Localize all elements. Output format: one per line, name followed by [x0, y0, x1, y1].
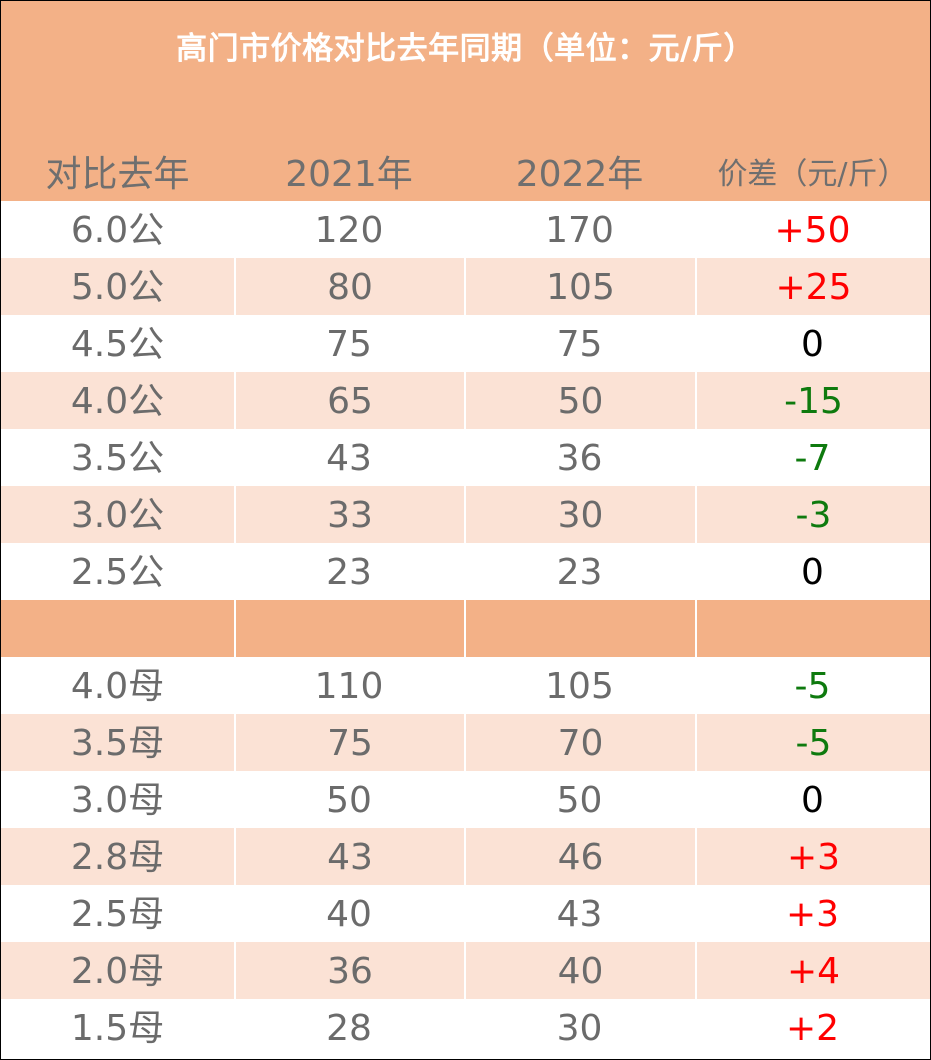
- row-label: 3.0公: [70, 495, 165, 536]
- table-row: 3.5母 75 70 -5: [1, 714, 930, 771]
- price-2022: 170: [545, 210, 614, 251]
- table-row: 2.5公 23 23 0: [1, 543, 930, 600]
- row-label: [1, 600, 234, 657]
- table-header-band: 高门市价格对比去年同期（单位：元/斤） 对比去年 2021年 2022年 价差（…: [1, 1, 930, 201]
- price-diff: +25: [695, 258, 930, 315]
- column-header-compare: 对比去年: [45, 154, 190, 195]
- row-label: 2.5母: [70, 894, 165, 935]
- row-label: 2.5公: [70, 552, 165, 593]
- row-label: 2.0母: [70, 951, 165, 992]
- price-diff: +3: [785, 894, 840, 935]
- price-2021: 80: [234, 258, 464, 315]
- price-diff: +4: [695, 942, 930, 999]
- price-2022: 105: [545, 666, 614, 707]
- price-2021: 36: [234, 942, 464, 999]
- price-2021: 23: [326, 552, 372, 593]
- table-row: 2.0母 36 40 +4: [1, 942, 930, 999]
- price-diff: -5: [794, 666, 831, 707]
- price-diff: 0: [801, 780, 824, 821]
- row-label: 6.0公: [70, 210, 165, 251]
- column-header-2021: 2021年: [285, 154, 413, 195]
- column-header-diff: 价差（元/斤）: [717, 157, 908, 192]
- row-label: 1.5母: [70, 1008, 165, 1049]
- separator-row: [1, 600, 930, 657]
- table-body: 6.0公 120 170 +50 5.0公 80 105 +25 4.5公 75…: [1, 201, 930, 1056]
- price-diff: 0: [801, 324, 824, 365]
- price-2021: 110: [314, 666, 384, 707]
- price-2021: 43: [234, 828, 464, 885]
- table-row: 2.5母 40 43 +3: [1, 885, 930, 942]
- price-2021: 50: [326, 780, 372, 821]
- price-diff: +2: [785, 1008, 840, 1049]
- price-2021: 65: [234, 372, 464, 429]
- price-2022: 43: [556, 894, 603, 935]
- price-2022: 50: [464, 372, 695, 429]
- table-title: 高门市价格对比去年同期（单位：元/斤）: [176, 31, 755, 67]
- row-label: 2.8母: [70, 837, 165, 878]
- table-row: 2.8母 43 46 +3: [1, 828, 930, 885]
- row-label: 4.0公: [70, 381, 165, 422]
- price-2022: 30: [464, 486, 695, 543]
- column-header-2022: 2022年: [515, 154, 644, 195]
- table-row: 6.0公 120 170 +50: [1, 201, 930, 258]
- row-label: 4.0母: [70, 666, 165, 707]
- price-2021: 75: [234, 714, 464, 771]
- price-2022: 23: [556, 552, 603, 593]
- table-row: 4.0公 65 50 -15: [1, 372, 930, 429]
- price-2022: 70: [464, 714, 695, 771]
- price-2022: [464, 600, 695, 657]
- price-diff: +3: [695, 828, 930, 885]
- table-row: 1.5母 28 30 +2: [1, 999, 930, 1056]
- row-label: 5.0公: [70, 267, 165, 308]
- row-label: 3.5公: [70, 438, 165, 479]
- price-diff: -7: [794, 438, 831, 479]
- price-2022: 30: [556, 1008, 603, 1049]
- price-diff: -3: [695, 486, 930, 543]
- table-row: 3.0母 50 50 0: [1, 771, 930, 828]
- row-label: 4.5公: [70, 324, 165, 365]
- table-row: 5.0公 80 105 +25: [1, 258, 930, 315]
- price-2021: [234, 600, 464, 657]
- price-diff: +50: [774, 210, 851, 251]
- table-row: 3.5公 43 36 -7: [1, 429, 930, 486]
- price-2021: 43: [326, 438, 372, 479]
- price-diff: [695, 600, 930, 657]
- price-diff: 0: [801, 552, 824, 593]
- price-2022: 40: [464, 942, 695, 999]
- price-2021: 75: [326, 324, 372, 365]
- row-label: 3.5母: [70, 723, 165, 764]
- price-2022: 50: [556, 780, 603, 821]
- price-diff: -15: [695, 372, 930, 429]
- table-row: 3.0公 33 30 -3: [1, 486, 930, 543]
- price-2021: 120: [314, 210, 384, 251]
- table-row: 4.0母 110 105 -5: [1, 657, 930, 714]
- price-2022: 36: [556, 438, 603, 479]
- price-2022: 105: [464, 258, 695, 315]
- price-diff: -5: [695, 714, 930, 771]
- price-2021: 28: [326, 1008, 372, 1049]
- price-2022: 75: [556, 324, 603, 365]
- price-2021: 33: [234, 486, 464, 543]
- price-2022: 46: [464, 828, 695, 885]
- price-2021: 40: [326, 894, 372, 935]
- row-label: 3.0母: [70, 780, 165, 821]
- table-row: 4.5公 75 75 0: [1, 315, 930, 372]
